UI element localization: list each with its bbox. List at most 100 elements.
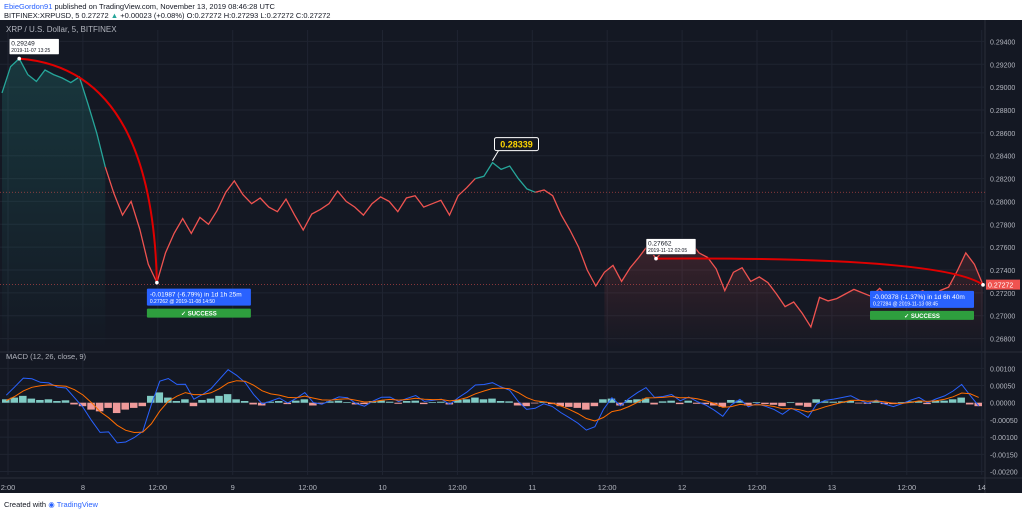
macd-tick-label: 0.00050 — [990, 384, 1015, 391]
y-tick-label: 0.27000 — [990, 314, 1015, 321]
macd-histogram-bar — [940, 400, 948, 403]
macd-histogram-bar — [138, 402, 147, 407]
y-tick-label: 0.27600 — [990, 245, 1015, 252]
stat-label-1 — [146, 288, 251, 306]
created-with-label: Created with — [4, 500, 47, 509]
macd-histogram-bar — [257, 402, 266, 406]
macd-histogram-bar — [692, 402, 701, 404]
macd-histogram-bar — [36, 399, 44, 403]
macd-histogram-bar — [590, 402, 599, 407]
macd-histogram-bar — [309, 402, 317, 406]
price-series — [0, 57, 985, 350]
high-label — [8, 38, 60, 55]
stat-label-2 — [870, 290, 974, 308]
macd-histogram-bar — [633, 399, 641, 403]
x-tick-label: 12:00 — [748, 483, 767, 492]
macd-histogram-bar — [718, 402, 727, 407]
macd-histogram-bar — [496, 401, 505, 403]
peak-label-text: 0.28339 — [500, 140, 533, 150]
macd-histogram-bar — [616, 402, 624, 406]
macd-histogram-bar — [675, 402, 684, 405]
macd-histogram-bar — [428, 402, 437, 403]
macd-histogram-bar — [300, 399, 309, 403]
y-tick-label: 0.28400 — [990, 154, 1015, 161]
macd-histogram-bar — [488, 398, 496, 403]
macd-histogram-bar — [53, 401, 61, 403]
y-tick-label: 0.28800 — [990, 108, 1015, 115]
macd-histogram-bar — [897, 402, 906, 403]
price-area-up — [2, 58, 106, 350]
macd-histogram-bar — [957, 397, 965, 403]
x-tick-label: 8 — [81, 483, 85, 492]
macd-histogram-bar — [419, 402, 428, 405]
up-arrow-icon: ▲ — [110, 11, 119, 20]
macd-histogram-bar — [522, 402, 530, 407]
macd-histogram-bar — [223, 394, 232, 403]
macd-axis[interactable]: 0.00100 0.00050 0.00000 -0.00050 -0.00100 -0.… — [990, 366, 1018, 476]
trend-arc — [19, 57, 158, 283]
macd-histogram-bar — [454, 399, 462, 403]
macd-histogram-bar — [769, 402, 778, 405]
y-tick-label: 0.27200 — [990, 291, 1015, 298]
macd-histogram-bar — [872, 401, 880, 403]
macd-histogram-bar — [778, 402, 786, 407]
macd-histogram-bar — [87, 402, 95, 410]
price-line-up — [475, 161, 536, 193]
macd-histogram-bar — [27, 398, 36, 403]
macd-histogram-bar — [189, 402, 198, 407]
macd-histogram-bar — [172, 401, 181, 403]
y-tick-label: 0.27800 — [990, 222, 1015, 229]
macd-histogram-bar — [266, 401, 274, 403]
stat-label-1-status — [146, 308, 251, 318]
y-tick-label: 0.28000 — [990, 199, 1015, 206]
macd-histogram-bar — [846, 401, 855, 403]
macd-histogram-bar — [650, 402, 658, 405]
macd-histogram-bar — [701, 402, 710, 405]
high-label-sub: 2019-11-07 13:25 — [11, 48, 50, 54]
macd-histogram-bar — [479, 399, 488, 403]
author-link[interactable]: EbieGordon91 — [4, 2, 53, 11]
last-price-tag — [986, 279, 1020, 290]
macd-histogram-bar — [394, 402, 402, 404]
y-tick-label: 0.26800 — [990, 337, 1015, 344]
macd-histogram-bar — [684, 400, 692, 403]
macd-histogram-bar — [752, 402, 761, 403]
x-tick-label: 12:00 — [148, 483, 167, 492]
high-marker — [17, 56, 22, 61]
x-tick-label: 12 — [678, 483, 686, 492]
stat-label-1-status-text: ✓ SUCCESS — [181, 312, 217, 318]
macd-histogram-bar — [385, 401, 394, 403]
macd-histogram-bar — [19, 395, 27, 403]
stat-label-2-text: -0.00378 (-1.37%) in 1d 6h 40m — [873, 294, 965, 301]
price-axis[interactable]: 0.29400 0.29200 0.29000 0.28800 0.28600 0.284… — [986, 39, 1020, 344]
time-axis[interactable]: 2:00 8 12:00 9 12:00 10 12:00 11 12:00 12 12:00 13 1… — [1, 483, 986, 492]
tradingview-brand[interactable]: TradingView — [56, 500, 98, 509]
macd-histogram-bar — [78, 402, 87, 407]
macd-histogram-bar — [164, 397, 172, 403]
macd-histogram-bar — [505, 401, 513, 403]
macd-histogram-bar — [735, 400, 744, 403]
chart-area[interactable]: XRP / U.S. Dollar, 5, BITFINEX MACD (12,… — [0, 20, 1022, 493]
mid-label — [645, 238, 697, 255]
macd-series — [2, 369, 982, 444]
macd-histogram-bar — [812, 399, 820, 403]
price-area-down — [604, 241, 983, 350]
macd-tick-label: -0.00150 — [990, 452, 1018, 459]
macd-histogram-bar — [539, 401, 547, 403]
macd-histogram-bar — [249, 402, 257, 405]
macd-histogram-bar — [70, 402, 78, 405]
chart-svg[interactable]: XRP / U.S. Dollar, 5, BITFINEX MACD (12,… — [0, 20, 1022, 493]
macd-histogram-bar — [513, 402, 522, 406]
y-tick-label: 0.28200 — [990, 177, 1015, 184]
stat-label-2-status — [870, 310, 974, 320]
macd-histogram-bar — [2, 399, 10, 403]
x-tick-label: 2:00 — [1, 483, 16, 492]
publish-info: published on TradingView.com, November 1… — [52, 2, 275, 11]
macd-histogram-bar — [565, 402, 573, 407]
macd-histogram-bar — [795, 402, 803, 406]
stat-label-1-sub: 0.27262 @ 2019-11-08 14:50 — [150, 299, 215, 305]
macd-histogram-bar — [334, 400, 343, 403]
end-marker — [981, 283, 985, 287]
macd-histogram-bar — [411, 400, 419, 403]
